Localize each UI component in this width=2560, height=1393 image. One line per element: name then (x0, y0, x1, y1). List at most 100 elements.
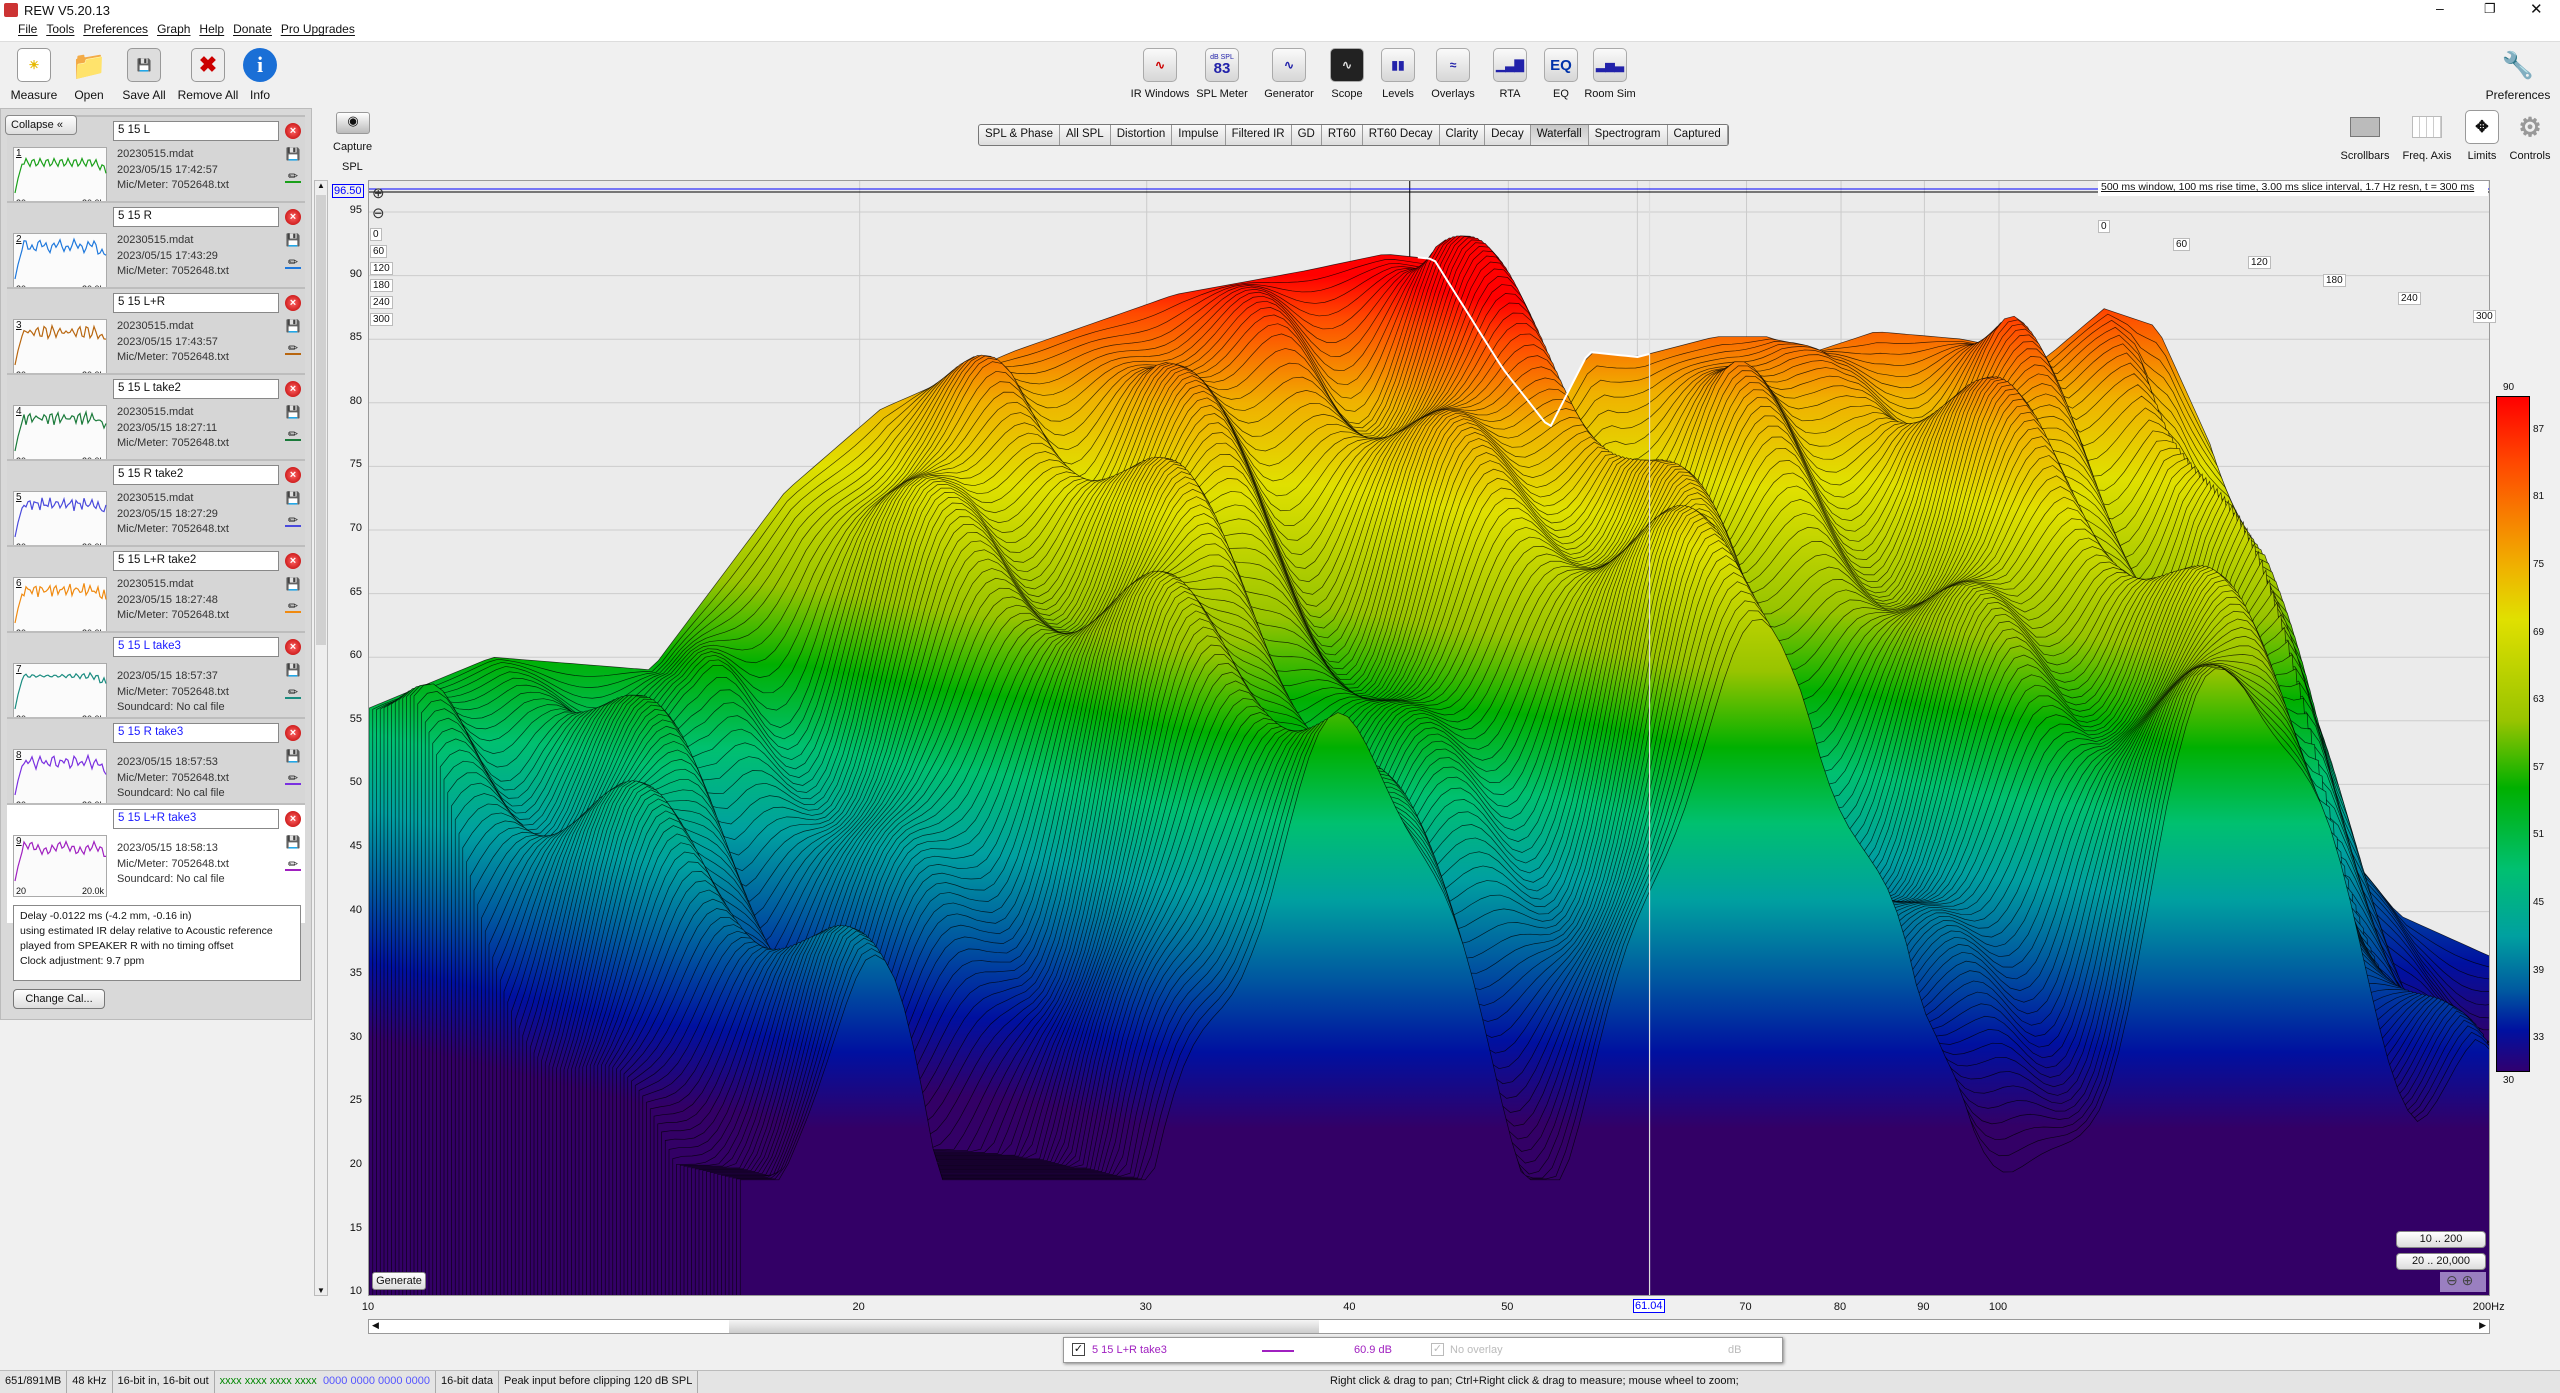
scope-button[interactable]: ∿ Scope (1315, 48, 1379, 100)
horizontal-scrollbar[interactable]: ◀ ▶ (368, 1319, 2490, 1334)
edit-color-icon[interactable]: ✏ (285, 255, 301, 269)
measurement-thumbnail[interactable]: 52020.0k (13, 491, 107, 553)
measurement-thumbnail[interactable]: 12020.0k (13, 147, 107, 209)
save-measurement-icon[interactable]: 💾 (285, 577, 301, 591)
menu-help[interactable]: Help (199, 22, 225, 36)
maximize-icon[interactable]: ❐ (2484, 1, 2496, 16)
save-measurement-icon[interactable]: 💾 (285, 491, 301, 505)
tab-impulse[interactable]: Impulse (1172, 125, 1226, 145)
spl-meter-button[interactable]: dB SPL 83 SPL Meter (1190, 48, 1254, 100)
measurement-name-input[interactable]: 5 15 L take2 (113, 379, 279, 399)
close-icon[interactable]: ✕ (2530, 1, 2543, 18)
scrollbar-thumb[interactable] (316, 195, 326, 645)
menu-graph[interactable]: Graph (157, 22, 191, 36)
remove-measurement-icon[interactable]: × (285, 123, 301, 139)
tab-rt60-decay[interactable]: RT60 Decay (1363, 125, 1440, 145)
save-measurement-icon[interactable]: 💾 (285, 835, 301, 849)
tab-distortion[interactable]: Distortion (1111, 125, 1173, 145)
collapse-button[interactable]: Collapse « (5, 115, 77, 135)
change-cal-button[interactable]: Change Cal... (13, 989, 105, 1009)
measurement-thumbnail[interactable]: 32020.0k (13, 319, 107, 381)
rta-button[interactable]: ▁▃▇ RTA (1478, 48, 1542, 100)
remove-all-button[interactable]: ✖ Remove All (176, 48, 240, 102)
save-measurement-icon[interactable]: 💾 (285, 147, 301, 161)
limits-button[interactable]: ✥ Limits (2450, 110, 2514, 162)
edit-color-icon[interactable]: ✏ (285, 427, 301, 441)
remove-measurement-icon[interactable]: × (285, 381, 301, 397)
ir-windows-button[interactable]: ∿ IR Windows (1128, 48, 1192, 100)
eq-button[interactable]: EQ EQ (1529, 48, 1593, 100)
scroll-right-icon[interactable]: ▶ (2479, 1320, 2486, 1330)
edit-color-icon[interactable]: ✏ (285, 771, 301, 785)
save-measurement-icon[interactable]: 💾 (285, 663, 301, 677)
edit-color-icon[interactable]: ✏ (285, 169, 301, 183)
edit-color-icon[interactable]: ✏ (285, 513, 301, 527)
measure-button[interactable]: ☀ Measure (2, 48, 66, 102)
tab-rt60[interactable]: RT60 (1322, 125, 1363, 145)
open-button[interactable]: 📁 Open (57, 48, 121, 103)
generator-button[interactable]: ∿ Generator (1257, 48, 1321, 100)
measurement-item[interactable]: 5 15 L take2 × 42020.0k 20230515.mdat 2023/0… (7, 373, 305, 473)
measurement-name-input[interactable]: 5 15 R take2 (113, 465, 279, 485)
preferences-button[interactable]: 🔧 Preferences (2483, 48, 2553, 103)
tab-captured[interactable]: Captured (1668, 125, 1728, 145)
zoom-in-x-icon[interactable]: ⊕ (2461, 1272, 2474, 1288)
remove-measurement-icon[interactable]: × (285, 553, 301, 569)
legend-checkbox[interactable]: ✓ (1072, 1343, 1085, 1356)
remove-measurement-icon[interactable]: × (285, 209, 301, 225)
levels-button[interactable]: ▮▮ Levels (1366, 48, 1430, 100)
measurement-name-input[interactable]: 5 15 R (113, 207, 279, 227)
measurement-thumbnail[interactable]: 72020.0k (13, 663, 107, 725)
measurement-name-input[interactable]: 5 15 R take3 (113, 723, 279, 743)
panel-scrollbar[interactable]: ▲ ▼ (314, 180, 328, 1296)
measurement-thumbnail[interactable]: 82020.0k (13, 749, 107, 811)
remove-measurement-icon[interactable]: × (285, 295, 301, 311)
room-sim-button[interactable]: ▂▅▃ Room Sim (1578, 48, 1642, 100)
measurement-item[interactable]: 5 15 L+R × 32020.0k 20230515.mdat 2023/05/15… (7, 287, 305, 387)
edit-color-icon[interactable]: ✏ (285, 685, 301, 699)
tab-gd[interactable]: GD (1292, 125, 1322, 145)
range-20-20000-button[interactable]: 20 .. 20,000 (2396, 1253, 2486, 1270)
overlays-button[interactable]: ≈ Overlays (1421, 48, 1485, 100)
generate-button[interactable]: Generate (372, 1272, 426, 1290)
remove-measurement-icon[interactable]: × (285, 725, 301, 741)
measurement-thumbnail[interactable]: 42020.0k (13, 405, 107, 467)
overlay-checkbox[interactable]: ✓ (1431, 1343, 1444, 1356)
edit-color-icon[interactable]: ✏ (285, 857, 301, 871)
scroll-left-icon[interactable]: ◀ (372, 1320, 379, 1330)
tab-clarity[interactable]: Clarity (1440, 125, 1486, 145)
controls-button[interactable]: ⚙ Controls (2498, 110, 2560, 163)
info-button[interactable]: i Info (228, 48, 292, 102)
tab-all-spl[interactable]: All SPL (1060, 125, 1111, 145)
tab-filtered-ir[interactable]: Filtered IR (1226, 125, 1292, 145)
measurement-name-input[interactable]: 5 15 L take3 (113, 637, 279, 657)
zoom-out-icon[interactable]: ⊖ (372, 205, 385, 222)
save-measurement-icon[interactable]: 💾 (285, 233, 301, 247)
measurement-item[interactable]: 5 15 L+R take2×62020.0k20230515.mdat2023… (7, 545, 305, 645)
save-all-button[interactable]: 💾 Save All (112, 48, 176, 102)
menu-preferences[interactable]: Preferences (83, 22, 149, 36)
measurement-name-input[interactable]: 5 15 L (113, 121, 279, 141)
save-measurement-icon[interactable]: 💾 (285, 405, 301, 419)
menu-pro-upgrades[interactable]: Pro Upgrades (280, 22, 355, 36)
range-10-200-button[interactable]: 10 .. 200 (2396, 1231, 2486, 1248)
measurement-item[interactable]: 5 15 L+R take3 × 9 20 20.0k 2023/05/15 18:58:… (7, 803, 305, 923)
tab-spl-phase[interactable]: SPL & Phase (979, 125, 1060, 145)
waterfall-plot[interactable] (368, 180, 2490, 1296)
measurement-name-input[interactable]: 5 15 L+R take2 (113, 551, 279, 571)
menu-donate[interactable]: Donate (233, 22, 272, 36)
zoom-in-icon[interactable]: ⊕ (372, 185, 385, 202)
capture-camera-icon[interactable]: ◉ (336, 112, 370, 134)
measurement-thumbnail[interactable]: 9 20 20.0k (13, 835, 107, 897)
tab-waterfall[interactable]: Waterfall (1530, 125, 1589, 145)
freq-axis-button[interactable]: Freq. Axis (2395, 110, 2459, 162)
scrollbars-button[interactable]: Scrollbars (2333, 110, 2397, 162)
tab-spectrogram[interactable]: Spectrogram (1589, 125, 1668, 145)
scrollbar-thumb[interactable] (729, 1320, 1319, 1333)
remove-measurement-icon[interactable]: × (285, 811, 301, 827)
menu-tools[interactable]: Tools (46, 22, 75, 36)
minimize-icon[interactable]: – (2436, 0, 2444, 16)
measurement-item[interactable]: 5 15 R × 22020.0k 20230515.mdat 2023/05/15 1… (7, 201, 305, 301)
